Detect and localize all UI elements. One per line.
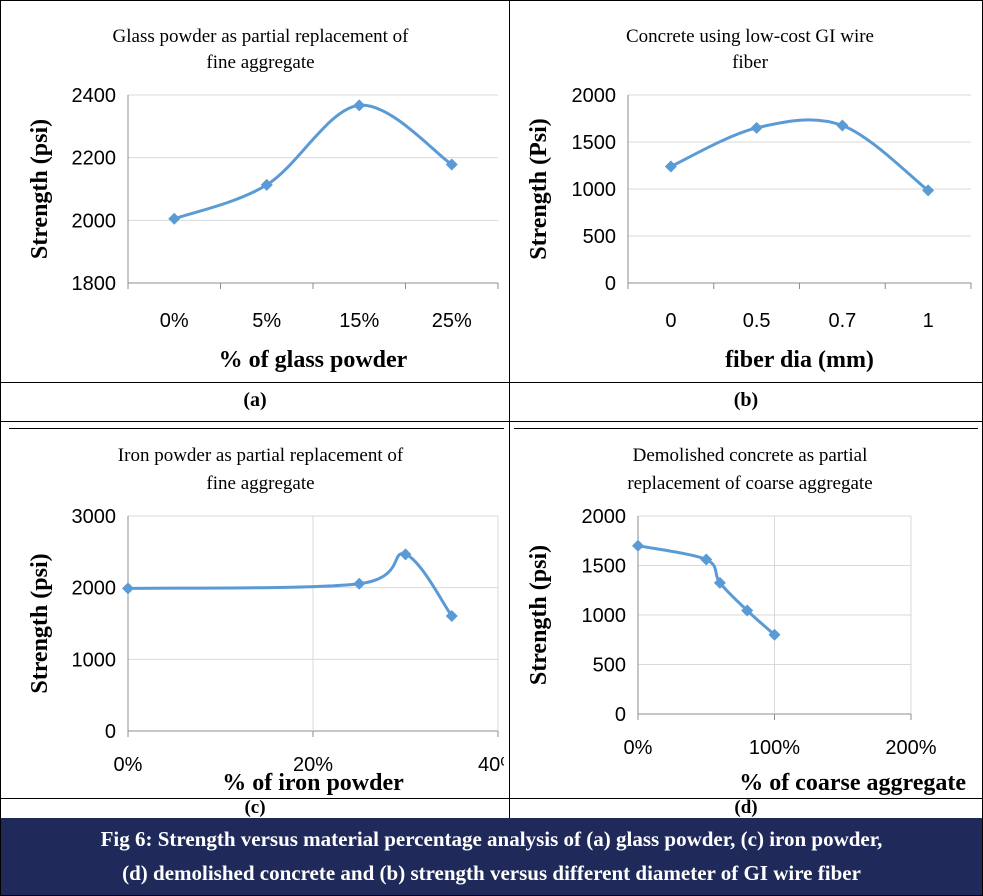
x-axis-title: % of coarse aggregate (739, 770, 966, 796)
grid-divider-bottom-row (1, 798, 982, 799)
grid-divider-inner-a (9, 428, 504, 429)
y-tick-label: 1500 (572, 132, 617, 154)
y-tick-label: 3000 (72, 506, 117, 528)
subcaption-b: (b) (733, 389, 759, 411)
chart-d-svg: Demolished concrete as partial replacemen… (526, 445, 966, 796)
x-tick-label: 200% (885, 737, 936, 759)
x-axis-title: fiber dia (mm) (725, 347, 874, 373)
x-axis-title: % of iron powder (222, 770, 404, 796)
chart-title-line: Concrete using low-cost GI wire (626, 26, 874, 47)
chart-title-line: Glass powder as partial replacement of (113, 26, 410, 47)
y-axis-title: Strength (psi) (27, 553, 53, 693)
y-tick-label: 2000 (72, 578, 117, 600)
data-point-marker (922, 184, 935, 197)
y-tick-label: 1800 (72, 273, 117, 295)
x-tick-label: 0% (624, 737, 653, 759)
y-tick-label: 1000 (582, 605, 627, 627)
x-tick-label: 25% (432, 310, 472, 332)
chart-panel-b: Concrete using low-cost GI wire fiber 0 500… (514, 7, 978, 377)
data-point-marker (445, 158, 458, 171)
grid-divider-caption-row-a (1, 421, 982, 422)
series-line (670, 118, 930, 192)
figure-caption-line-1: Fig 6: Strength versus material percenta… (100, 827, 883, 851)
chart-c-svg: Iron powder as partial replacement of fin… (27, 445, 504, 796)
x-tick-label: 40% (478, 754, 504, 776)
x-tick-label: 5% (252, 310, 281, 332)
x-tick-label: 0% (114, 754, 143, 776)
x-axis-title: % of glass powder (219, 347, 408, 373)
y-tick-label: 2000 (72, 210, 117, 232)
figure-caption: Fig 6: Strength versus material percenta… (1, 818, 982, 895)
y-axis-title: Strength (psi) (526, 545, 552, 685)
grid-divider-top-row (1, 382, 982, 383)
chart-panel-c: Iron powder as partial replacement of fin… (9, 432, 504, 798)
data-point-marker (353, 577, 366, 590)
y-tick-label: 0 (105, 721, 116, 743)
x-tick-label: 20% (293, 754, 333, 776)
data-point-marker (741, 604, 754, 617)
subcaption-d: (d) (734, 797, 758, 818)
data-point-marker (445, 609, 458, 622)
data-point-marker (399, 548, 412, 561)
y-tick-label: 500 (593, 655, 626, 677)
x-tick-label: 100% (749, 737, 800, 759)
chart-a-svg: Glass powder as partial replacement of fi… (27, 26, 499, 373)
chart-panel-a: Glass powder as partial replacement of fi… (9, 7, 504, 377)
y-tick-label: 2200 (72, 148, 117, 170)
chart-title-line: replacement of coarse aggregate (627, 473, 872, 494)
x-tick-label: 15% (339, 310, 379, 332)
series-line (173, 103, 453, 221)
chart-title-line: Iron powder as partial replacement of (118, 445, 404, 466)
chart-title-line: Demolished concrete as partial (633, 445, 868, 466)
chart-b-svg: Concrete using low-cost GI wire fiber 0 500… (526, 26, 972, 373)
data-point-marker (836, 119, 849, 132)
x-tick-label: 0 (665, 310, 676, 332)
grid-divider-vertical (509, 1, 510, 818)
chart-panel-d: Demolished concrete as partial replacemen… (514, 432, 978, 798)
figure-caption-line-2: (d) demolished concrete and (b) strength… (122, 861, 861, 885)
y-tick-label: 2000 (572, 85, 617, 107)
y-tick-label: 0 (615, 704, 626, 726)
subcaption-c: (c) (244, 797, 266, 818)
y-tick-label: 2000 (582, 506, 627, 528)
y-tick-label: 1000 (572, 179, 617, 201)
grid-divider-inner-b (514, 428, 978, 429)
y-tick-label: 2400 (72, 85, 117, 107)
data-point-marker (713, 576, 726, 589)
y-tick-label: 1500 (582, 556, 627, 578)
x-tick-label: 0.5 (743, 310, 771, 332)
data-point-marker (750, 121, 763, 134)
x-tick-label: 0% (160, 310, 189, 332)
chart-title-line: fine aggregate (206, 473, 314, 494)
y-tick-label: 0 (605, 273, 616, 295)
y-tick-label: 500 (583, 226, 616, 248)
data-point-marker (664, 160, 677, 173)
data-point-marker (168, 212, 181, 225)
y-axis-title: Strength (Psi) (526, 118, 552, 260)
x-tick-label: 0.7 (828, 310, 856, 332)
data-point-marker (122, 582, 134, 595)
series-line (127, 552, 454, 617)
chart-title-line: fiber (732, 52, 769, 73)
data-point-marker (632, 539, 644, 552)
data-point-marker (260, 178, 273, 191)
chart-title-line: fine aggregate (206, 52, 314, 73)
y-tick-label: 1000 (72, 649, 117, 671)
subcaption-a: (a) (243, 389, 267, 411)
data-point-marker (768, 628, 781, 641)
x-tick-label: 1 (923, 310, 934, 332)
data-point-marker (353, 99, 366, 112)
data-point-marker (700, 553, 713, 566)
y-axis-title: Strength (psi) (27, 119, 53, 259)
